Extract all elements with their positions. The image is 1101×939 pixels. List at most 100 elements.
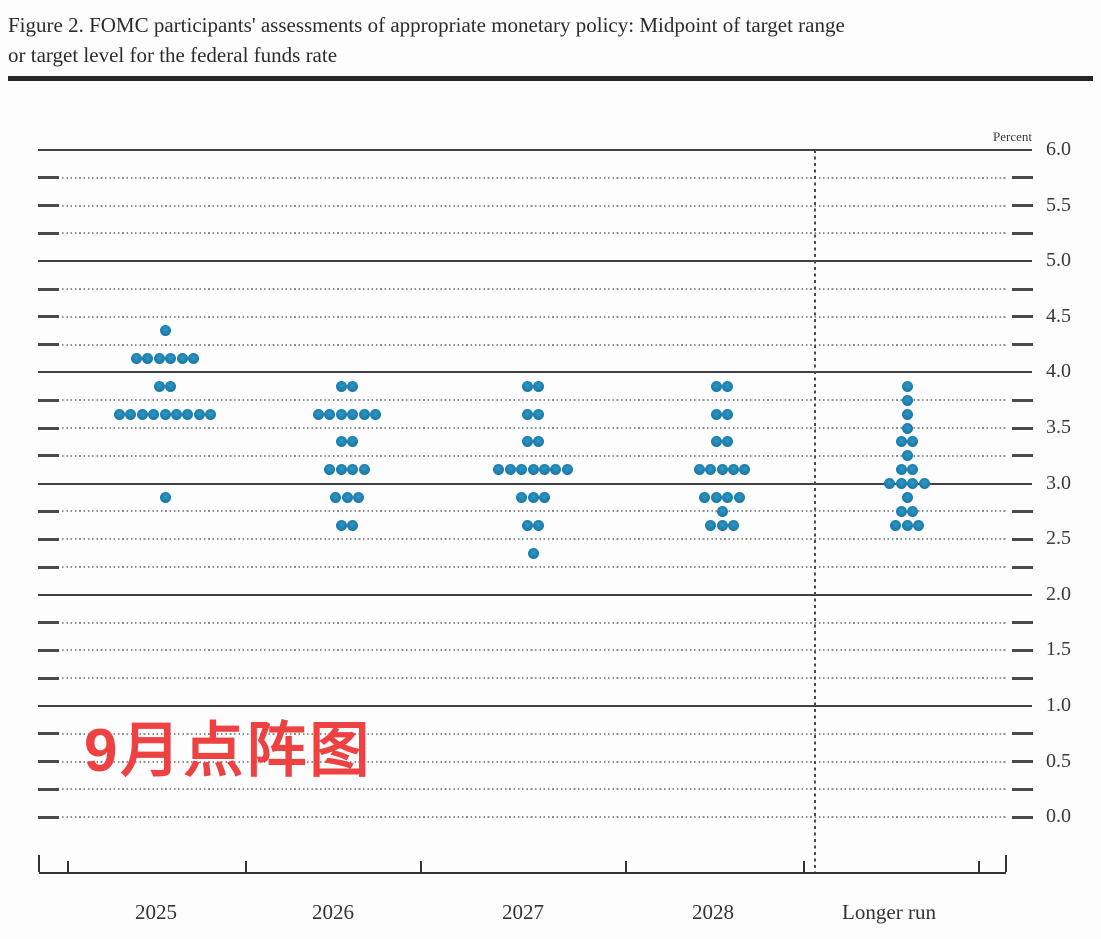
gridline-right-tick-0.25	[1012, 787, 1033, 791]
gridline-right-tick-1.75	[1012, 621, 1033, 625]
gridline-left-tick-1.25	[38, 676, 59, 680]
gridline-dotted-0.50	[62, 760, 1008, 763]
figure-title-line2: or target level for the federal funds ra…	[8, 43, 338, 67]
dot-longer-run-3.375	[895, 436, 907, 448]
dot-2028-3.625	[722, 408, 734, 420]
dot-longer-run-3	[907, 478, 919, 490]
dot-2025-3.875	[165, 380, 177, 392]
dot-2025-4.125	[165, 353, 177, 364]
dot-2025-3.625	[159, 408, 171, 420]
gridline-right-tick-2.25	[1012, 565, 1033, 569]
dot-2028-2.875	[733, 492, 745, 503]
gridline-left-tick-5.75	[38, 176, 59, 180]
y-axis-label-0.5: 0.5	[1046, 749, 1071, 772]
dot-2026-3.125	[335, 464, 347, 476]
gridline-left-tick-3.50	[38, 426, 59, 430]
gridline-right-tick-0.00	[1012, 815, 1033, 819]
gridline-left-tick-4.25	[38, 343, 59, 347]
gridline-right-tick-0.50	[1012, 760, 1033, 764]
dot-longer-run-3	[895, 478, 907, 490]
y-axis-label-2.5: 2.5	[1046, 527, 1071, 550]
dot-2027-3.125	[538, 464, 550, 476]
dot-longer-run-3.875	[901, 380, 913, 392]
gridline-dotted-3.50	[62, 427, 1008, 429]
dot-2026-2.875	[341, 492, 353, 503]
gridline-6.00	[38, 149, 1032, 151]
dot-2028-3.375	[710, 436, 722, 448]
title-rule	[8, 76, 1093, 81]
dot-2028-3.125	[693, 464, 705, 476]
gridline-dotted-2.75	[62, 510, 1008, 513]
dot-2027-2.875	[527, 492, 539, 503]
dot-longer-run-2.75	[907, 505, 919, 517]
gridline-dotted-5.50	[62, 204, 1008, 207]
figure-title-line1: Figure 2. FOMC participants' assessments…	[8, 13, 845, 37]
dot-2026-3.625	[313, 408, 324, 420]
gridline-dotted-3.25	[62, 454, 1008, 457]
dot-2026-3.875	[347, 380, 359, 392]
dot-2025-3.625	[193, 408, 205, 420]
gridline-left-tick-2.50	[38, 537, 59, 541]
gridline-left-tick-5.25	[38, 231, 59, 235]
dot-2026-3.875	[335, 380, 347, 392]
dot-2025-3.625	[205, 408, 217, 420]
dot-2025-4.125	[176, 353, 188, 364]
gridline-dotted-0.00	[62, 816, 1008, 819]
gridline-right-tick-3.75	[1012, 398, 1033, 402]
gridline-4.00	[38, 371, 1032, 374]
dot-2027-3.125	[504, 464, 516, 476]
dot-2026-2.625	[347, 519, 359, 531]
gridline-dotted-0.25	[62, 788, 1008, 791]
gridline-right-tick-0.75	[1012, 732, 1033, 736]
dot-longer-run-2.625	[912, 519, 924, 531]
y-axis-label-6.0: 6.0	[1046, 138, 1071, 160]
dot-2027-2.875	[516, 492, 528, 503]
y-axis-label-5.5: 5.5	[1046, 193, 1071, 216]
gridline-right-tick-3.50	[1012, 426, 1033, 430]
gridline-dotted-2.25	[62, 566, 1008, 568]
longer-run-separator	[814, 150, 816, 872]
dot-longer-run-3	[918, 478, 930, 490]
dot-2025-3.625	[170, 408, 182, 420]
gridline-left-tick-2.25	[38, 565, 59, 569]
gridline-dotted-5.75	[62, 176, 1008, 179]
dot-2026-2.875	[352, 492, 364, 503]
x-axis-label-2027: 2027	[502, 900, 544, 924]
x-axis-tick-3	[625, 861, 627, 872]
dot-longer-run-2.75	[895, 505, 907, 517]
gridline-dotted-5.25	[62, 232, 1008, 235]
dot-2025-2.875	[159, 492, 171, 503]
x-axis-line	[39, 872, 1006, 874]
dot-2027-3.875	[521, 380, 533, 392]
dot-2028-3.625	[710, 408, 722, 420]
dot-longer-run-3.125	[895, 464, 907, 476]
dot-2027-3.125	[561, 464, 573, 476]
gridline-left-tick-3.25	[38, 454, 59, 458]
gridline-left-tick-4.50	[38, 315, 59, 319]
dot-2028-3.875	[710, 380, 722, 392]
gridline-left-tick-0.00	[38, 815, 59, 819]
gridline-1.00	[38, 705, 1032, 707]
gridline-right-tick-4.50	[1012, 315, 1033, 319]
x-axis-label-longer-run: Longer run	[842, 900, 936, 924]
dot-2026-2.875	[330, 492, 342, 503]
dot-longer-run-2.625	[890, 519, 902, 531]
dot-2025-4.125	[188, 353, 199, 364]
dot-2026-3.125	[347, 464, 359, 476]
dot-longer-run-3.75	[901, 394, 913, 406]
dot-2026-3.125	[324, 464, 336, 476]
gridline-left-tick-1.50	[38, 648, 59, 652]
gridline-left-tick-4.75	[38, 287, 59, 291]
dot-2028-2.625	[727, 519, 739, 531]
dot-2026-3.625	[347, 408, 359, 420]
gridline-dotted-4.50	[62, 315, 1008, 318]
gridline-5.00	[38, 260, 1032, 263]
x-axis-tick-0	[67, 861, 69, 872]
x-axis-tick-2	[420, 861, 422, 872]
dot-2025-4.125	[153, 353, 165, 364]
gridline-right-tick-4.75	[1012, 287, 1033, 291]
dot-2028-2.75	[716, 505, 728, 517]
y-axis-label-2.0: 2.0	[1046, 582, 1071, 605]
dot-longer-run-3.5	[901, 422, 913, 434]
y-axis-label-3.0: 3.0	[1046, 471, 1071, 494]
